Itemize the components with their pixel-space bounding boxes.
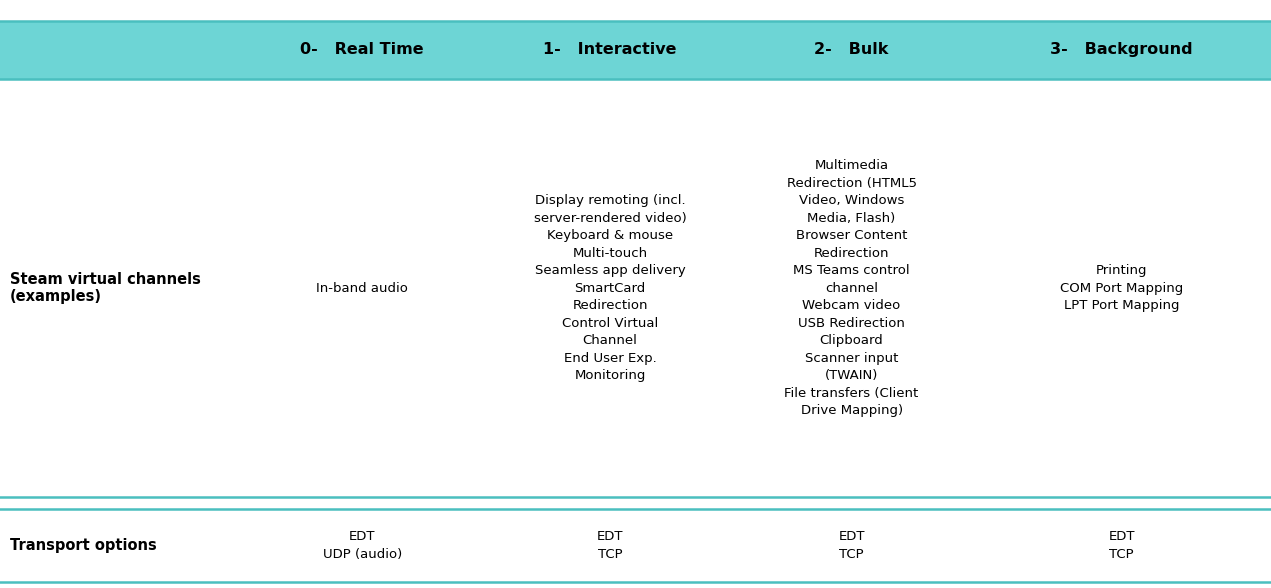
Text: Steam virtual channels
(examples): Steam virtual channels (examples) [10, 272, 201, 305]
Text: 1-   Interactive: 1- Interactive [543, 42, 677, 58]
Text: EDT
UDP (audio): EDT UDP (audio) [323, 530, 402, 561]
Text: Multimedia
Redirection (HTML5
Video, Windows
Media, Flash)
Browser Content
Redir: Multimedia Redirection (HTML5 Video, Win… [784, 159, 919, 417]
Text: 2-   Bulk: 2- Bulk [815, 42, 888, 58]
Text: EDT
TCP: EDT TCP [597, 530, 623, 561]
Text: EDT
TCP: EDT TCP [1108, 530, 1135, 561]
Text: Printing
COM Port Mapping
LPT Port Mapping: Printing COM Port Mapping LPT Port Mappi… [1060, 264, 1183, 312]
Bar [0, 21, 1271, 79]
Text: Display remoting (incl.
server-rendered video)
Keyboard & mouse
Multi-touch
Seam: Display remoting (incl. server-rendered … [534, 194, 686, 382]
Text: 0-   Real Time: 0- Real Time [300, 42, 425, 58]
Text: EDT
TCP: EDT TCP [839, 530, 864, 561]
Text: Transport options: Transport options [10, 538, 156, 553]
Text: In-band audio: In-band audio [316, 282, 408, 295]
Text: 3-   Background: 3- Background [1050, 42, 1193, 58]
